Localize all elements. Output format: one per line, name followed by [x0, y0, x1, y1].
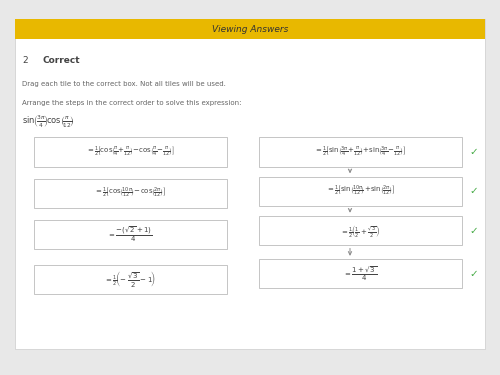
FancyBboxPatch shape: [15, 19, 485, 39]
FancyBboxPatch shape: [34, 265, 226, 294]
Text: 2: 2: [22, 56, 28, 64]
Text: $=\frac{1}{2}\!\left[\sin\!\left(\!\frac{3\pi}{4}\!+\!\frac{\pi}{12}\!\right)\!+: $=\frac{1}{2}\!\left[\sin\!\left(\!\frac…: [314, 145, 406, 159]
Text: ✓: ✓: [470, 226, 478, 236]
FancyBboxPatch shape: [34, 178, 226, 208]
Text: ✓: ✓: [470, 186, 478, 196]
FancyBboxPatch shape: [258, 177, 462, 206]
Text: Viewing Answers: Viewing Answers: [212, 25, 288, 34]
Text: Correct: Correct: [42, 56, 80, 64]
FancyBboxPatch shape: [258, 216, 462, 245]
Text: ✓: ✓: [470, 269, 478, 279]
Text: Arrange the steps in the correct order to solve this expression:: Arrange the steps in the correct order t…: [22, 100, 242, 106]
Text: $\sin\!\left(\!\frac{3\pi}{4}\!\right)\!\cos\!\left(\!\frac{\pi}{12}\!\right)$: $\sin\!\left(\!\frac{3\pi}{4}\!\right)\!…: [22, 114, 75, 130]
Text: $=\frac{1}{2}\!\left(\frac{1}{2}+\frac{\sqrt{3}}{2}\right)$: $=\frac{1}{2}\!\left(\frac{1}{2}+\frac{\…: [340, 223, 380, 238]
Text: $=\dfrac{1+\sqrt{3}}{4}$: $=\dfrac{1+\sqrt{3}}{4}$: [343, 264, 377, 283]
Text: $=\frac{1}{2}\!\left[\cos\!\left(\!\frac{\pi}{4}\!+\!\frac{\pi}{12}\!\right)\!-\: $=\frac{1}{2}\!\left[\cos\!\left(\!\frac…: [86, 145, 174, 159]
Text: $=\frac{1}{2}\!\left[\sin\!\left(\!\frac{10\pi}{12}\!\right)\!+\!\sin\!\left(\!\: $=\frac{1}{2}\!\left[\sin\!\left(\!\frac…: [326, 184, 394, 198]
Text: Drag each tile to the correct box. Not all tiles will be used.: Drag each tile to the correct box. Not a…: [22, 81, 227, 87]
FancyBboxPatch shape: [15, 19, 485, 349]
Text: $=\dfrac{-(\sqrt{2}+1)}{4}$: $=\dfrac{-(\sqrt{2}+1)}{4}$: [107, 225, 153, 244]
FancyBboxPatch shape: [34, 220, 226, 249]
FancyBboxPatch shape: [258, 137, 462, 166]
FancyBboxPatch shape: [258, 259, 462, 288]
FancyBboxPatch shape: [34, 137, 226, 166]
Text: $=\frac{1}{2}\!\left[\cos\!\left(\!\frac{10\pi}{12}\!\right)\!-\!\cos\!\left(\!\: $=\frac{1}{2}\!\left[\cos\!\left(\!\frac…: [94, 186, 166, 200]
Text: ✓: ✓: [470, 147, 478, 157]
Text: $=\frac{1}{2}\!\left(\!-\dfrac{\sqrt{3}}{2}-1\!\right)$: $=\frac{1}{2}\!\left(\!-\dfrac{\sqrt{3}}…: [104, 269, 156, 290]
